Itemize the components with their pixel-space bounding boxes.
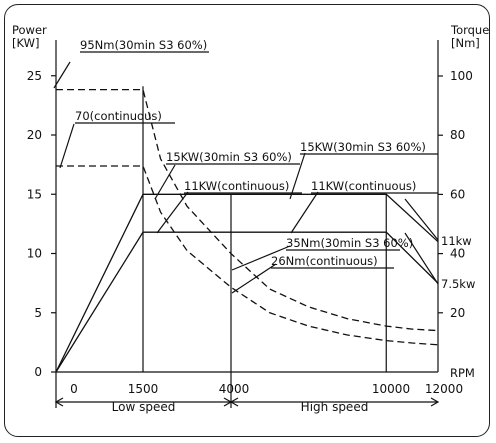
right-tick-label: 80 [450, 128, 465, 142]
x-tick-label: 12000 [425, 382, 463, 396]
left-tick-label: 0 [34, 365, 42, 379]
annotation-leader-5 [156, 191, 189, 234]
annotation-a11b: 11KW(continuous) [311, 179, 416, 193]
right-tick-label: 60 [450, 187, 465, 201]
annotation-a15b: 15KW(30min S3 60%) [300, 140, 426, 154]
annotation-leader-3 [154, 164, 176, 200]
annotation-a26: 26Nm(continuous) [271, 254, 378, 268]
right-axis-unit: [Nm] [451, 36, 480, 50]
range-arrow-left [54, 397, 64, 407]
left-tick-label: 10 [27, 247, 42, 261]
series-line-3 [56, 88, 439, 332]
x-axis-title: RPM [450, 366, 475, 380]
x-tick-label: 0 [70, 382, 78, 396]
annotation-a35: 35Nm(30min S3 60%) [286, 236, 413, 250]
annotation-a70: 70(continuous) [75, 109, 162, 123]
low-speed-label: Low speed [112, 400, 176, 414]
left-tick-label: 15 [27, 187, 42, 201]
right-tick-label: 20 [450, 306, 465, 320]
series-line-2 [55, 231, 439, 373]
chart-frame [4, 4, 490, 437]
annotation-leader-6 [290, 191, 319, 234]
range-arrow-right [430, 397, 440, 407]
annotation-e11: 11kw [441, 234, 472, 248]
annotation-leader-10 [404, 232, 439, 285]
x-tick-label: 1500 [128, 382, 159, 396]
annotation-e75: 7.5kw [441, 277, 475, 291]
left-axis-title: Power [12, 23, 47, 37]
range-arrow-mid-right [229, 397, 239, 407]
annotation-leader-9 [404, 198, 439, 241]
x-tick-label: 10000 [372, 382, 410, 396]
right-axis-title: Torque [450, 23, 489, 37]
high-speed-label: High speed [301, 400, 369, 414]
left-tick-label: 5 [34, 306, 42, 320]
annotation-a15a: 15KW(30min S3 60%) [166, 150, 292, 164]
annotation-a11a: 11KW(continuous) [184, 179, 289, 193]
right-tick-label: 100 [450, 69, 473, 83]
annotation-leader-4 [289, 152, 306, 200]
annotation-leader-1 [53, 61, 71, 89]
left-axis-unit: [KW] [12, 36, 39, 50]
series-line-4 [56, 165, 439, 346]
left-tick-label: 25 [27, 69, 42, 83]
annotation-leader-8 [231, 263, 277, 294]
annotation-leader-2 [59, 123, 75, 169]
annotation-leader-7 [231, 245, 291, 271]
right-tick-label: 40 [450, 247, 465, 261]
annotation-a95: 95Nm(30min S3 60%) [80, 38, 207, 52]
left-tick-label: 20 [27, 128, 42, 142]
x-tick-label: 4000 [219, 382, 250, 396]
series-line-1 [55, 193, 439, 373]
